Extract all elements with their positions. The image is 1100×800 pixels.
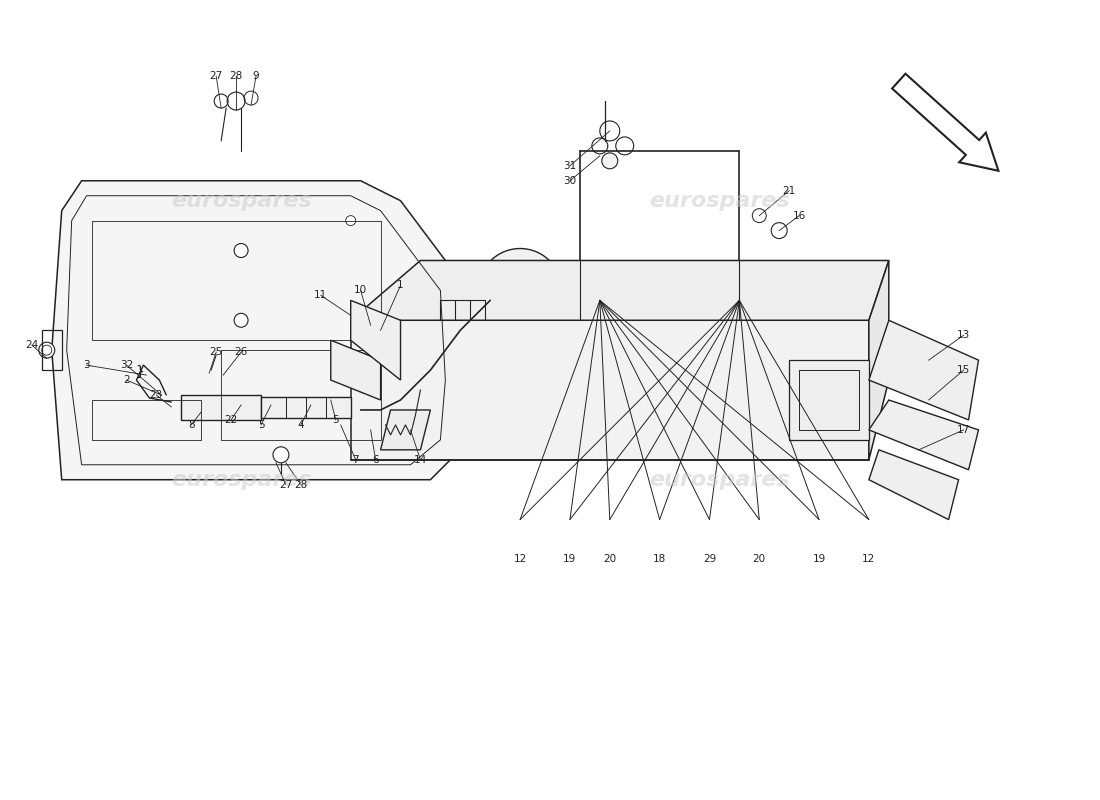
Text: 27: 27 [209, 71, 223, 81]
Text: 20: 20 [603, 554, 616, 565]
Text: 25: 25 [209, 347, 223, 357]
Circle shape [164, 386, 208, 430]
Polygon shape [869, 261, 889, 460]
Text: eurospares: eurospares [649, 470, 790, 490]
Circle shape [234, 243, 249, 258]
Polygon shape [869, 400, 979, 470]
Circle shape [478, 249, 562, 332]
Polygon shape [182, 395, 261, 420]
Text: eurospares: eurospares [649, 190, 790, 210]
Circle shape [324, 391, 356, 423]
Circle shape [345, 216, 355, 226]
Text: 11: 11 [315, 290, 328, 300]
Text: 10: 10 [354, 286, 367, 295]
Circle shape [202, 371, 220, 389]
Text: 6: 6 [372, 454, 378, 465]
Text: 1: 1 [397, 280, 404, 290]
Text: eurospares: eurospares [170, 190, 311, 210]
Circle shape [353, 394, 378, 420]
Circle shape [39, 342, 55, 358]
Text: 3: 3 [84, 360, 90, 370]
Text: 7: 7 [352, 454, 359, 465]
Text: 22: 22 [224, 415, 238, 425]
Text: 2: 2 [123, 375, 130, 385]
Text: 9: 9 [253, 71, 260, 81]
Text: 28: 28 [230, 71, 243, 81]
Text: eurospares: eurospares [170, 470, 311, 490]
Circle shape [214, 94, 228, 108]
Text: 5: 5 [257, 420, 264, 430]
Text: 8: 8 [188, 420, 195, 430]
Text: 31: 31 [563, 161, 576, 171]
Text: 19: 19 [563, 554, 576, 565]
Text: 4: 4 [298, 420, 305, 430]
Polygon shape [869, 450, 958, 519]
Text: 16: 16 [792, 210, 806, 221]
Polygon shape [869, 320, 979, 420]
Text: 26: 26 [234, 347, 248, 357]
Polygon shape [52, 181, 471, 480]
Polygon shape [351, 300, 400, 380]
Text: 21: 21 [782, 186, 795, 196]
Circle shape [173, 394, 200, 422]
Polygon shape [351, 320, 869, 460]
Text: }: } [135, 365, 144, 379]
Text: 30: 30 [563, 176, 576, 186]
Circle shape [602, 153, 618, 169]
Polygon shape [261, 397, 351, 418]
Text: 20: 20 [752, 554, 766, 565]
Circle shape [273, 447, 289, 462]
Text: 18: 18 [653, 554, 667, 565]
Text: 17: 17 [957, 425, 970, 435]
Text: 27: 27 [279, 480, 293, 490]
Polygon shape [351, 261, 889, 320]
Text: 14: 14 [414, 454, 427, 465]
Polygon shape [789, 360, 869, 440]
Text: 12: 12 [862, 554, 876, 565]
Circle shape [814, 385, 844, 415]
Polygon shape [331, 340, 381, 400]
Text: 32: 32 [120, 360, 133, 370]
Text: 28: 28 [294, 480, 308, 490]
Circle shape [234, 314, 249, 327]
Text: 29: 29 [703, 554, 716, 565]
Text: 15: 15 [957, 365, 970, 375]
Text: 12: 12 [514, 554, 527, 565]
Polygon shape [381, 410, 430, 450]
Text: 24: 24 [25, 340, 39, 350]
Text: 19: 19 [813, 554, 826, 565]
Circle shape [640, 266, 700, 326]
Text: 13: 13 [957, 330, 970, 340]
Text: 5: 5 [332, 415, 339, 425]
Text: 23: 23 [150, 390, 163, 400]
